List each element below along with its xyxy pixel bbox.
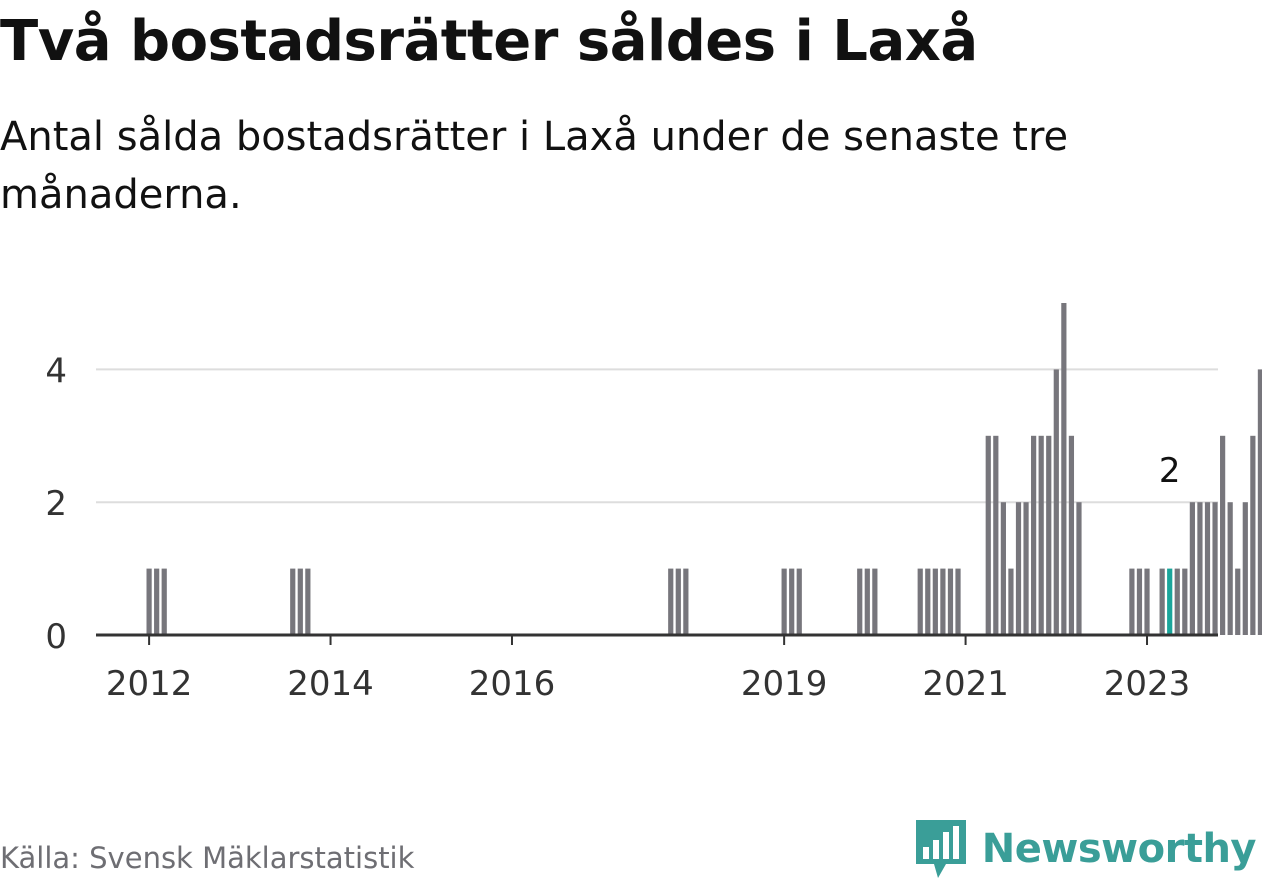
bar	[147, 569, 152, 635]
bar	[940, 569, 945, 635]
bar	[1228, 502, 1233, 635]
bar	[298, 569, 303, 635]
bar	[668, 569, 673, 635]
bar	[1054, 369, 1059, 635]
bar	[948, 569, 953, 635]
bar	[782, 569, 787, 635]
bar	[797, 569, 802, 635]
y-tick-label: 0	[45, 617, 67, 657]
source-note: Källa: Svensk Mäklarstatistik	[0, 838, 414, 878]
y-tick-label: 4	[45, 351, 67, 391]
bar	[1197, 502, 1202, 635]
bar	[1220, 436, 1225, 635]
bar	[872, 569, 877, 635]
x-tick-label: 2012	[106, 664, 193, 704]
bars	[147, 303, 1262, 635]
brand-name: Newsworthy	[982, 826, 1256, 872]
bar	[1076, 502, 1081, 635]
bar	[1061, 303, 1066, 635]
axes	[96, 635, 1218, 645]
bar	[986, 436, 991, 635]
bar	[1144, 569, 1149, 635]
bar	[1023, 502, 1028, 635]
bar	[1069, 436, 1074, 635]
bar	[993, 436, 998, 635]
bar	[162, 569, 167, 635]
bar	[933, 569, 938, 635]
y-tick-label: 2	[45, 484, 67, 524]
newsworthy-logo[interactable]: Newsworthy	[916, 818, 1256, 880]
bar	[1243, 502, 1248, 635]
bar	[1039, 436, 1044, 635]
bar	[1016, 502, 1021, 635]
bar	[1175, 569, 1180, 635]
bar	[290, 569, 295, 635]
bar	[955, 569, 960, 635]
bar	[1190, 502, 1195, 635]
bar	[865, 569, 870, 635]
bar	[1212, 502, 1217, 635]
bar	[154, 569, 159, 635]
bar	[1205, 502, 1210, 635]
bar	[925, 569, 930, 635]
bar	[676, 569, 681, 635]
x-tick-label: 2014	[287, 664, 374, 704]
bar	[1235, 569, 1240, 635]
bar	[683, 569, 688, 635]
highlight-value-label: 2	[1159, 451, 1181, 491]
bar	[1031, 436, 1036, 635]
x-tick-label: 2023	[1104, 664, 1191, 704]
bar	[305, 569, 310, 635]
bar	[1250, 436, 1255, 635]
x-tick-label: 2016	[469, 664, 556, 704]
bar	[789, 569, 794, 635]
bar	[1137, 569, 1142, 635]
bar	[1160, 569, 1165, 635]
bar-highlight	[1167, 569, 1172, 635]
monthly-sales-bar-chart: 0 2 4 2012 2014 2016 2019 2021 2023 2	[0, 0, 1262, 800]
bar	[857, 569, 862, 635]
bar	[1046, 436, 1051, 635]
x-tick-label: 2019	[741, 664, 828, 704]
bar	[1008, 569, 1013, 635]
bar	[1182, 569, 1187, 635]
bar	[918, 569, 923, 635]
x-tick-label: 2021	[922, 664, 1009, 704]
bar	[1258, 369, 1262, 635]
bar	[1129, 569, 1134, 635]
bar	[1001, 502, 1006, 635]
newsworthy-chart-icon	[916, 820, 966, 878]
